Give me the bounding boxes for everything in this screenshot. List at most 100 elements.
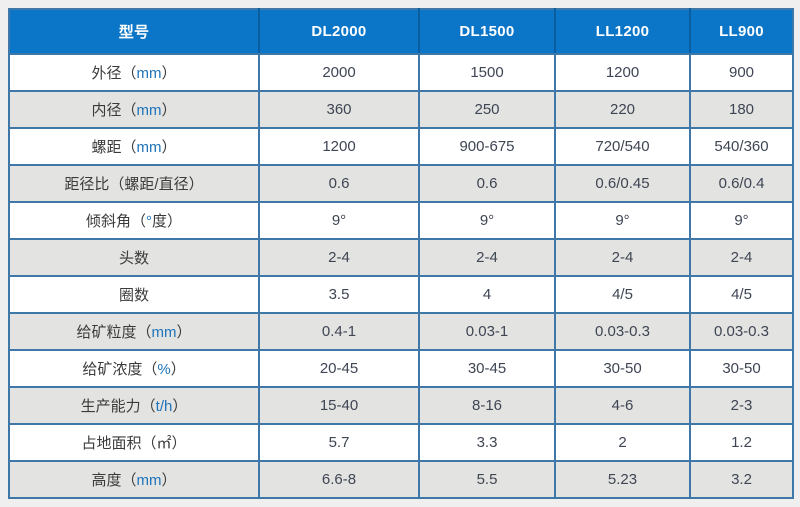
row-label-text: 圈数 — [118, 287, 149, 304]
value-cell: 9° — [418, 201, 556, 240]
table-row-height: 高度（mm） 6.6-8 5.5 5.23 3.2 — [8, 460, 794, 499]
value-cell: 220 — [554, 90, 691, 129]
value-cell: 360 — [258, 90, 420, 129]
value-cell: 2-4 — [689, 238, 794, 277]
value-cell: 2 — [554, 423, 691, 462]
table-row-incline-angle: 倾斜角（°度） 9° 9° 9° 9° — [8, 201, 794, 240]
row-label-text: ） — [172, 398, 188, 415]
value-cell: 1.2 — [689, 423, 794, 462]
row-label-text: 给矿粒度（ — [76, 324, 152, 341]
value-cell: 900-675 — [418, 127, 556, 166]
value-cell: 3.5 — [258, 275, 420, 314]
value-cell: 1500 — [418, 53, 556, 92]
row-label: 距径比（螺距/直径） — [8, 164, 260, 203]
value-cell: 720/540 — [554, 127, 691, 166]
row-label-unit: mm — [136, 102, 162, 119]
value-cell: 250 — [418, 90, 556, 129]
header-cell-dl1500: DL1500 — [418, 8, 556, 55]
row-label-text: 头数 — [118, 250, 149, 267]
row-label: 倾斜角（°度） — [8, 201, 260, 240]
row-label: 外径（mm） — [8, 53, 260, 92]
row-label-text: 倾斜角（ — [85, 213, 146, 230]
header-cell-ll900: LL900 — [689, 8, 794, 55]
row-label-text: 距径比（螺距/直径） — [64, 176, 204, 193]
value-cell: 20-45 — [258, 349, 420, 388]
row-label-text: 生产能力（ — [80, 398, 156, 415]
value-cell: 0.6/0.45 — [554, 164, 691, 203]
value-cell: 3.2 — [689, 460, 794, 499]
row-label-text: ） — [161, 472, 177, 489]
value-cell: 2-3 — [689, 386, 794, 425]
row-label-text: 度） — [152, 213, 183, 230]
row-label: 圈数 — [8, 275, 260, 314]
row-label-text: ） — [161, 139, 177, 156]
row-label-text: 给矿浓度（ — [82, 361, 158, 378]
row-label: 头数 — [8, 238, 260, 277]
value-cell: 0.03-0.3 — [689, 312, 794, 351]
value-cell: 6.6-8 — [258, 460, 420, 499]
value-cell: 15-40 — [258, 386, 420, 425]
spec-table: 型号 DL2000 DL1500 LL1200 LL900 外径（mm） 200… — [8, 8, 794, 499]
row-label-text: 高度（ — [91, 472, 137, 489]
row-label-text: 内径（ — [91, 102, 137, 119]
row-label: 生产能力（t/h） — [8, 386, 260, 425]
row-label-unit: mm — [136, 65, 162, 82]
value-cell: 4-6 — [554, 386, 691, 425]
row-label-text: 占地面积（㎡） — [81, 435, 187, 452]
value-cell: 180 — [689, 90, 794, 129]
value-cell: 0.4-1 — [258, 312, 420, 351]
value-cell: 0.6 — [258, 164, 420, 203]
row-label-text: 外径（ — [91, 65, 137, 82]
value-cell: 1200 — [258, 127, 420, 166]
row-label-unit: ° — [146, 213, 152, 230]
table-row-feed-size: 给矿粒度（mm） 0.4-1 0.03-1 0.03-0.3 0.03-0.3 — [8, 312, 794, 351]
value-cell: 4/5 — [554, 275, 691, 314]
value-cell: 2000 — [258, 53, 420, 92]
row-label-text: ） — [161, 102, 177, 119]
row-label-unit: mm — [136, 139, 162, 156]
value-cell: 0.03-1 — [418, 312, 556, 351]
header-cell-model-label: 型号 — [8, 8, 260, 55]
value-cell: 9° — [554, 201, 691, 240]
header-cell-dl2000: DL2000 — [258, 8, 420, 55]
value-cell: 2-4 — [554, 238, 691, 277]
value-cell: 2-4 — [258, 238, 420, 277]
value-cell: 30-50 — [554, 349, 691, 388]
value-cell: 9° — [258, 201, 420, 240]
table-row-pitch-diameter-ratio: 距径比（螺距/直径） 0.6 0.6 0.6/0.45 0.6/0.4 — [8, 164, 794, 203]
row-label-unit: mm — [136, 472, 162, 489]
value-cell: 0.6 — [418, 164, 556, 203]
value-cell: 5.23 — [554, 460, 691, 499]
value-cell: 0.03-0.3 — [554, 312, 691, 351]
row-label: 占地面积（㎡） — [8, 423, 260, 462]
value-cell: 900 — [689, 53, 794, 92]
table-row-inner-diameter: 内径（mm） 360 250 220 180 — [8, 90, 794, 129]
value-cell: 9° — [689, 201, 794, 240]
header-cell-ll1200: LL1200 — [554, 8, 691, 55]
value-cell: 4/5 — [689, 275, 794, 314]
value-cell: 30-50 — [689, 349, 794, 388]
value-cell: 30-45 — [418, 349, 556, 388]
row-label-text: ） — [176, 324, 192, 341]
row-label: 螺距（mm） — [8, 127, 260, 166]
value-cell: 4 — [418, 275, 556, 314]
row-label-text: ） — [170, 361, 186, 378]
row-label-text: 螺距（ — [91, 139, 137, 156]
table-row-head-count: 头数 2-4 2-4 2-4 2-4 — [8, 238, 794, 277]
row-label-unit: % — [157, 361, 171, 378]
table-row-pitch: 螺距（mm） 1200 900-675 720/540 540/360 — [8, 127, 794, 166]
table-row-outer-diameter: 外径（mm） 2000 1500 1200 900 — [8, 53, 794, 92]
row-label: 内径（mm） — [8, 90, 260, 129]
row-label-unit: t/h — [155, 398, 173, 415]
value-cell: 5.7 — [258, 423, 420, 462]
table-row-capacity: 生产能力（t/h） 15-40 8-16 4-6 2-3 — [8, 386, 794, 425]
table-row-floor-area: 占地面积（㎡） 5.7 3.3 2 1.2 — [8, 423, 794, 462]
value-cell: 1200 — [554, 53, 691, 92]
row-label: 给矿浓度（%） — [8, 349, 260, 388]
row-label-unit: mm — [151, 324, 177, 341]
value-cell: 8-16 — [418, 386, 556, 425]
value-cell: 0.6/0.4 — [689, 164, 794, 203]
value-cell: 2-4 — [418, 238, 556, 277]
value-cell: 540/360 — [689, 127, 794, 166]
